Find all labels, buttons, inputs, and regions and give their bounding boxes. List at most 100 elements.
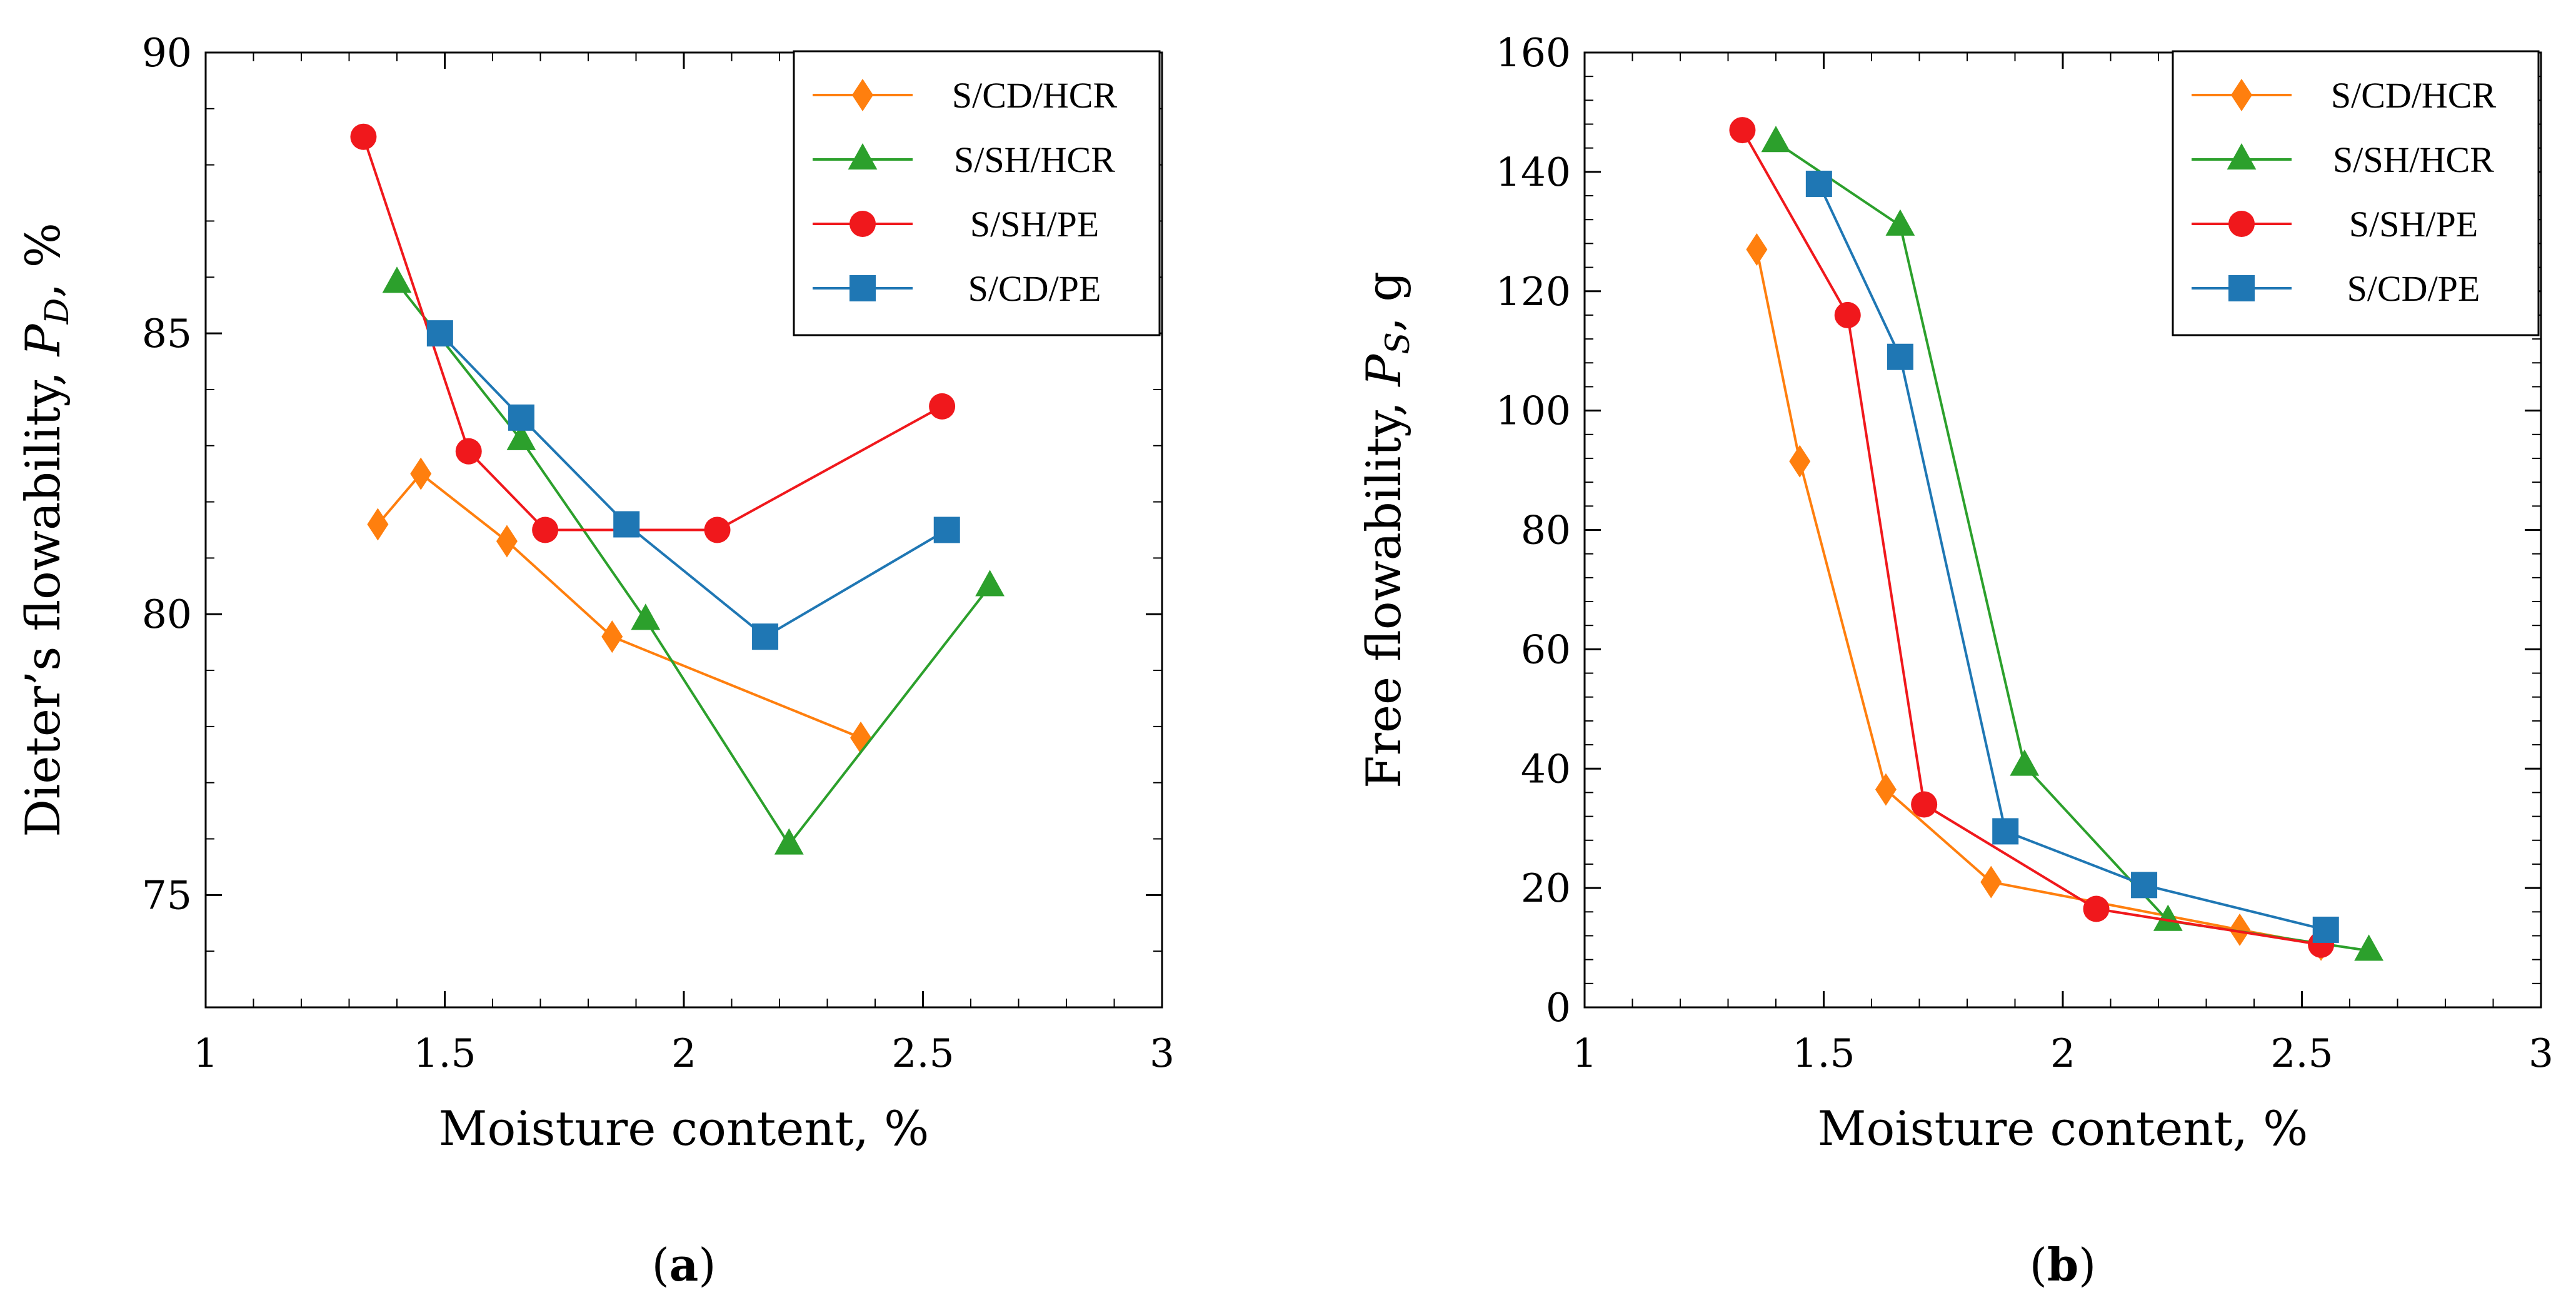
y-axis-label: Free flowability, PS, g: [1356, 271, 1417, 789]
data-point-square: [613, 511, 640, 538]
data-point-circle: [1911, 791, 1938, 818]
legend-marker-circle: [849, 211, 876, 237]
y-axis-label-text: Free flowability,: [1356, 386, 1411, 789]
y-tick-label: 140: [1496, 149, 1571, 195]
data-point-circle: [1834, 301, 1861, 328]
caption-letter: b: [2047, 1238, 2078, 1291]
legend-label: S/CD/PE: [968, 268, 1101, 309]
data-point-diamond: [410, 457, 432, 490]
legend-marker-diamond: [2231, 79, 2252, 111]
y-tick-label: 120: [1496, 269, 1571, 315]
y-tick-label: 0: [1546, 985, 1571, 1030]
legend-marker-circle: [2228, 211, 2255, 237]
y-axis-label-subscript: S: [1380, 332, 1417, 355]
data-point-square: [426, 320, 453, 347]
series-s-cd-hcr: [1746, 233, 2332, 961]
legend-label: S/CD/HCR: [2331, 75, 2497, 116]
y-tick-label: 75: [142, 872, 192, 918]
chart-panel-a: 1 1.5 2 2.5 3 75 80 85 90 Moisture content, % Diet…: [15, 30, 1175, 1291]
legend-label: S/CD/HCR: [952, 75, 1118, 116]
series-s-cd-hcr: [367, 457, 872, 754]
data-point-circle: [1729, 117, 1756, 144]
legend-label: S/SH/PE: [970, 204, 1099, 244]
legend-marker-triangle: [2227, 143, 2257, 170]
x-tick-label: 1.5: [413, 1030, 476, 1076]
data-point-diamond: [1789, 445, 1811, 478]
y-axis-label-text: Dieter’s flowability,: [15, 356, 71, 837]
y-axis-label-symbol: P: [1356, 353, 1411, 388]
x-tick-label: 1.5: [1792, 1030, 1855, 1076]
data-point-circle: [532, 516, 559, 543]
legend-marker-square: [849, 275, 876, 301]
y-tick-label: 60: [1521, 627, 1571, 672]
caption-close: ): [698, 1239, 716, 1291]
series-line: [1755, 249, 2322, 946]
data-point-triangle: [2354, 934, 2383, 961]
y-tick-label: 100: [1496, 388, 1571, 434]
data-point-diamond: [601, 620, 623, 653]
data-point-square: [1887, 343, 1913, 370]
y-tick-label: 85: [142, 311, 192, 356]
data-point-circle: [455, 438, 482, 465]
data-point-circle: [2083, 895, 2110, 922]
data-point-diamond: [367, 508, 389, 541]
data-point-square: [2312, 916, 2339, 943]
data-point-square: [1992, 818, 2019, 845]
data-point-triangle: [975, 570, 1005, 597]
y-tick-label: 80: [142, 592, 192, 637]
legend-marker-diamond: [852, 79, 873, 111]
caption-letter: a: [669, 1238, 699, 1291]
legend: S/CD/HCR S/SH/HCR S/SH/PE S/CD/PE: [2172, 50, 2540, 336]
y-tick-label: 40: [1521, 746, 1571, 792]
x-tick-label: 2: [671, 1030, 696, 1076]
x-tick-label: 2.5: [891, 1030, 954, 1076]
data-point-square: [752, 623, 779, 650]
y-axis-label-unit: , %: [15, 223, 71, 298]
legend-label: S/SH/HCR: [954, 139, 1115, 180]
panel-caption: (b): [2030, 1238, 2097, 1291]
legend: S/CD/HCR S/SH/HCR S/SH/PE S/CD/PE: [793, 50, 1161, 336]
x-tick-label: 2.5: [2270, 1030, 2333, 1076]
x-tick-label: 1: [1572, 1030, 1597, 1076]
data-point-diamond: [1875, 773, 1897, 806]
y-axis-label-unit: , g: [1356, 271, 1411, 332]
x-axis-label: Moisture content, %: [1818, 1101, 2308, 1156]
x-tick-label: 3: [1150, 1030, 1175, 1076]
y-axis-label-symbol: P: [15, 323, 71, 357]
series-s-cd-pe: [1805, 170, 2339, 943]
legend-label: S/SH/HCR: [2333, 139, 2494, 180]
data-point-diamond: [496, 525, 518, 558]
data-point-triangle: [2153, 904, 2183, 931]
data-point-square: [933, 516, 960, 543]
y-tick-label: 160: [1496, 30, 1571, 76]
data-point-square: [1805, 170, 1832, 197]
x-axis-label: Moisture content, %: [439, 1101, 930, 1156]
data-point-diamond: [850, 721, 872, 754]
data-point-triangle: [506, 423, 536, 450]
chart-panel-b: 1 1.5 2 2.5 3 0 20 40 60 80 100 120 140 160 Moisture c…: [1356, 30, 2553, 1291]
caption-open: (: [2030, 1239, 2047, 1291]
y-tick-label: 20: [1521, 865, 1571, 911]
series-s-sh-hcr: [382, 266, 1005, 855]
data-point-diamond: [1980, 865, 2002, 899]
y-axis-label: Dieter’s flowability, PD, %: [15, 223, 76, 837]
x-tick-label: 2: [2050, 1030, 2075, 1076]
data-point-triangle: [774, 828, 804, 855]
data-point-triangle: [1761, 126, 1791, 153]
legend-label: S/SH/PE: [2349, 204, 2478, 244]
data-point-triangle: [631, 603, 661, 630]
data-point-diamond: [1746, 233, 1768, 266]
y-tick-label: 90: [142, 30, 192, 76]
legend-label: S/CD/PE: [2347, 268, 2480, 309]
legend-marker-triangle: [848, 143, 878, 170]
data-point-diamond: [2229, 913, 2251, 946]
data-point-circle: [350, 123, 377, 150]
caption-close: ): [2078, 1239, 2096, 1291]
data-point-circle: [704, 516, 731, 543]
x-tick-label: 3: [2528, 1030, 2553, 1076]
y-axis-label-subscript: D: [39, 298, 76, 325]
data-point-triangle: [2010, 749, 2040, 776]
data-point-triangle: [382, 266, 412, 293]
legend-marker-square: [2228, 275, 2255, 301]
